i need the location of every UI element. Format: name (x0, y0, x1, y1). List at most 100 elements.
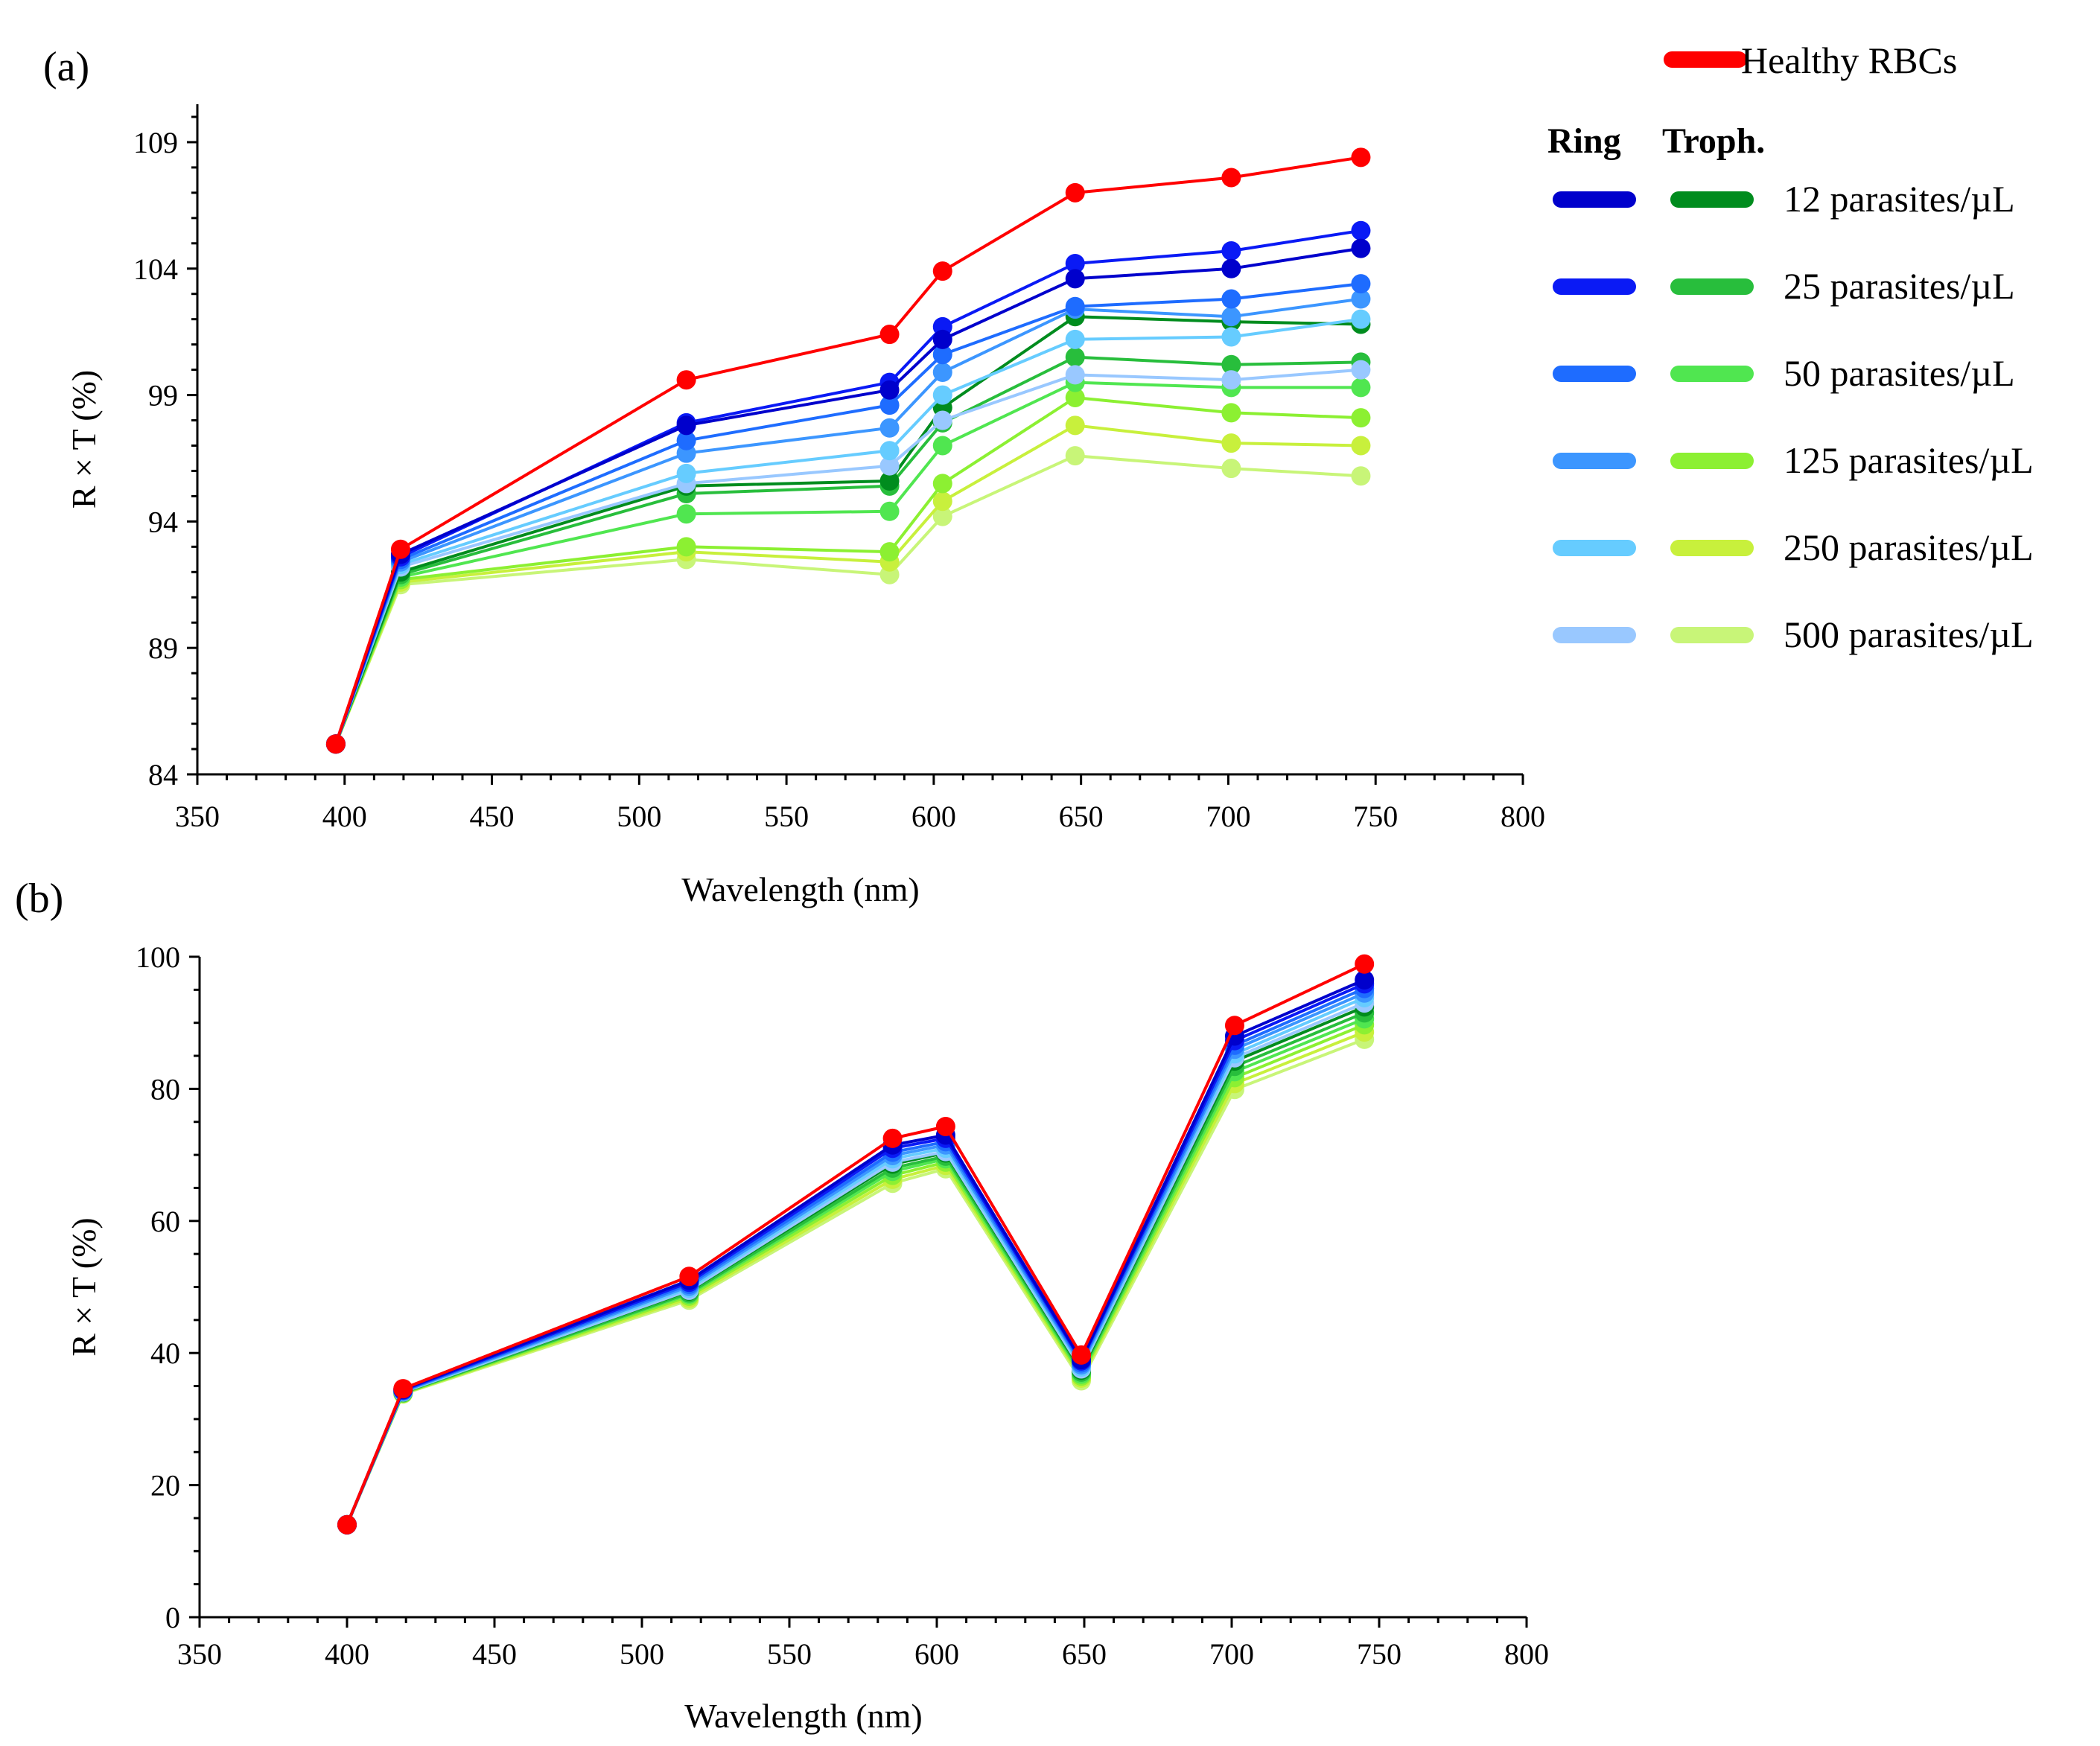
data-point (1224, 1016, 1244, 1036)
data-point (1221, 240, 1241, 261)
panel-label: (b) (15, 876, 63, 922)
series-line (334, 424, 1361, 745)
series-line (334, 315, 1361, 745)
x-tick-label: 600 (914, 1637, 959, 1671)
data-point (676, 537, 696, 557)
y-tick-label: 94 (148, 505, 178, 538)
series-line (334, 317, 1361, 745)
chart-panel-a: (a) 350 400 450 500 550 600 650 700 750 800 84 89 94 9… (43, 39, 2034, 908)
series-6 (325, 360, 1371, 754)
data-point (879, 441, 900, 461)
y-tick-label: 84 (148, 758, 178, 791)
data-point (1355, 954, 1375, 974)
y-tick-label: 80 (150, 1072, 180, 1106)
series-line (346, 987, 1366, 1526)
x-axis-title: Wavelength (nm) (681, 870, 919, 908)
data-point (879, 471, 900, 491)
series-line (334, 380, 1361, 745)
x-tick-label: 750 (1353, 800, 1398, 833)
data-point (1065, 296, 1085, 316)
x-tick-label: 350 (177, 1637, 222, 1671)
x-tick-label: 400 (322, 800, 367, 833)
series-line (334, 355, 1361, 745)
data-point (679, 1267, 699, 1287)
x-tick-label: 650 (1062, 1637, 1107, 1671)
data-point (932, 410, 952, 430)
data-point (1351, 309, 1371, 329)
data-point (676, 415, 696, 436)
x-tick-label: 450 (470, 800, 515, 833)
data-point (879, 395, 900, 415)
data-point (1065, 415, 1085, 436)
data-point (1065, 329, 1085, 349)
data-point (932, 474, 952, 494)
x-tick-label: 650 (1059, 800, 1104, 833)
series-line (334, 454, 1361, 745)
legend-row-label: 250 parasites/µL (1784, 526, 2034, 568)
data-point (1221, 433, 1241, 453)
data-point (1221, 289, 1241, 309)
x-axis-title: Wavelength (nm) (684, 1697, 922, 1735)
series-5 (325, 309, 1371, 754)
x-tick-label: 600 (911, 800, 956, 833)
series-line (334, 297, 1361, 745)
x-tick-label: 700 (1209, 1637, 1254, 1671)
series-line (346, 982, 1366, 1526)
x-tick-label: 450 (472, 1637, 517, 1671)
data-point (1221, 307, 1241, 327)
data-point (1351, 377, 1371, 398)
legend-row-label: 25 parasites/µL (1784, 265, 2015, 307)
data-point (932, 491, 952, 512)
series-12 (325, 446, 1371, 754)
data-point (676, 504, 696, 524)
x-tick-label: 800 (1504, 1637, 1549, 1671)
data-point (932, 329, 952, 349)
x-tick-label: 550 (764, 800, 809, 833)
series-line (346, 978, 1365, 1526)
legend-row-label: 125 parasites/µL (1784, 439, 2034, 481)
data-point (1065, 253, 1085, 273)
data-point (1221, 354, 1241, 375)
data-point (932, 385, 952, 405)
y-tick-label: 109 (133, 126, 178, 159)
series-line (334, 368, 1361, 745)
x-tick-label: 750 (1357, 1637, 1401, 1671)
data-point (1351, 274, 1371, 294)
data-point (676, 430, 696, 450)
data-point (935, 1116, 955, 1136)
panel-label: (a) (43, 44, 89, 90)
data-point (932, 506, 952, 526)
data-point (393, 1379, 413, 1399)
series-4 (325, 289, 1371, 754)
data-point (1221, 459, 1241, 479)
y-axis-title: R × T (%) (65, 1217, 103, 1357)
x-tick-label: 800 (1501, 800, 1545, 833)
data-point (1351, 360, 1371, 380)
series-9 (325, 372, 1371, 754)
series-0 (337, 954, 1375, 1535)
legend-label-healthy: Healthy RBCs (1741, 39, 1957, 81)
y-tick-label: 0 (165, 1601, 180, 1634)
series-3 (325, 274, 1371, 754)
y-tick-label: 99 (148, 379, 178, 412)
data-point (337, 1514, 357, 1535)
data-point (1072, 1345, 1092, 1365)
data-point (879, 501, 900, 521)
series-line (334, 229, 1361, 745)
data-point (1351, 220, 1371, 240)
data-point (1065, 269, 1085, 289)
y-tick-label: 40 (150, 1336, 180, 1370)
data-point (1221, 370, 1241, 390)
data-point (1351, 289, 1371, 309)
data-point (1221, 403, 1241, 423)
y-tick-label: 104 (133, 252, 178, 286)
data-point (1351, 408, 1371, 428)
data-point (676, 463, 696, 483)
legend-header-ring: Ring (1547, 121, 1621, 161)
x-tick-label: 400 (325, 1637, 369, 1671)
series-0 (325, 147, 1371, 754)
legend-row-label: 12 parasites/µL (1784, 178, 2015, 220)
data-point (1221, 258, 1241, 278)
data-point (390, 539, 410, 559)
